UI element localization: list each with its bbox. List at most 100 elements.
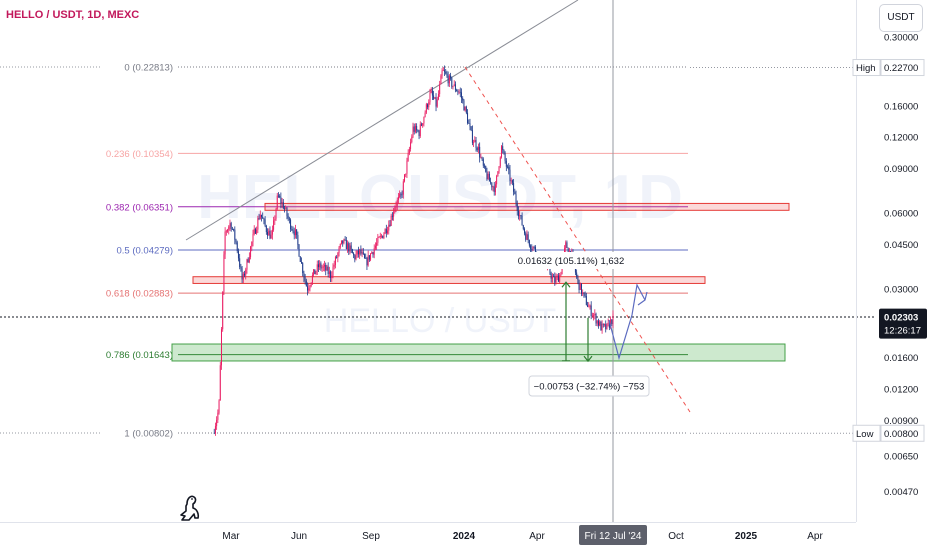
candle-body [435,97,437,107]
candle-body [486,171,488,180]
price-tick-label: 0.03000 [884,284,918,295]
candle-body [328,271,330,275]
candle-body [520,215,522,216]
candle-body [567,247,569,254]
candle-body [445,71,447,74]
candle-body [385,228,387,234]
fib-label: 0 (0.22813) [124,63,173,74]
candle-body [485,166,487,172]
candle-body [574,266,576,273]
candle-body [244,273,246,276]
candle-body [281,202,283,204]
candle-body [284,208,286,210]
candle-body [601,323,603,331]
candle-body [237,251,239,259]
candle-body [560,274,562,276]
candle-body [268,230,270,236]
candle-body [430,90,432,93]
candle-body [417,130,419,132]
candle-body [337,253,339,258]
level-value-box [880,59,925,77]
trendlines[interactable] [185,0,691,413]
candle-body [218,400,220,413]
candle-body [288,218,290,220]
candle-body [384,228,386,234]
upper-trendline[interactable] [185,0,579,241]
candle-body [353,253,355,256]
price-tick-label: 0.01200 [884,384,918,395]
candle-body [423,116,425,124]
candle-body [362,252,364,255]
candle-body [396,199,398,206]
candle-body [342,240,344,244]
candle-body [462,98,464,101]
candle-body [383,233,385,239]
candle-body [350,245,352,250]
candle-body [320,263,322,269]
measure-label-box[interactable] [511,252,631,269]
candle-body [357,250,359,255]
candle-body [250,246,252,258]
candle-body [220,329,222,366]
candle-body [248,257,250,263]
candle-body [355,254,357,260]
candle-body [471,130,473,143]
price-tick-label: 0.00470 [884,487,918,498]
candle-body [314,269,316,275]
resistance-zone[interactable] [192,276,706,284]
candle-body [583,292,585,294]
resistance-zone[interactable] [264,202,790,211]
candle-body [317,264,319,268]
currency-unit-button[interactable]: USDT [879,4,923,32]
measure-label-box[interactable] [528,375,650,397]
candle-body [452,85,454,87]
candle-body [551,276,553,279]
candle-body [585,295,587,306]
measure-label: −0.00753 (−32.74%) −753 [534,382,645,393]
candle-body [589,305,591,307]
candle-body [427,104,429,108]
candle-body [234,229,236,240]
candle-body [593,314,595,316]
candle-body [326,266,328,271]
candle-body [262,216,264,219]
candle-body [410,142,412,150]
candle-body [580,283,582,294]
candle-body [534,247,536,253]
candle-body [413,126,415,132]
candle-body [339,243,341,248]
candle-body [388,224,390,231]
candle-body [231,228,233,230]
candle-body [522,225,524,229]
candle-body [599,321,601,326]
candle-body [511,180,513,183]
candle-body [406,160,408,174]
price-tick-label: 0.01600 [884,353,918,364]
candle-body [256,229,258,234]
candle-body [496,176,498,185]
candle-body [368,255,370,260]
candle-body [440,75,442,85]
candle-body [311,275,313,283]
candle-body [214,426,216,434]
price-axis[interactable]: 0.30000 0.16000 0.12000 0.09000 0.06000 0.045… [884,33,918,498]
candle-body [531,248,533,250]
candle-body [292,229,294,232]
fib-retracement[interactable]: 0 (0.22813) 0.236 (0.10354) 0.382 (0.06351… [0,63,688,440]
candle-body [361,252,363,254]
candle-body [324,265,326,267]
candle-body [475,140,477,148]
level-value-box [880,424,925,442]
time-axis[interactable]: Mar Jun Sep 2024 Apr Fri 12 Jul '24 Oct 2025 Apr [222,525,823,545]
candle-body [230,223,232,229]
candle-body [405,173,407,175]
candle-body [290,219,292,230]
candle-body [310,282,312,286]
support-zone[interactable] [171,343,786,362]
candle-body [259,214,261,219]
zones[interactable] [171,202,790,362]
candle-body [561,264,563,275]
candle-body [354,255,356,260]
measures[interactable]: 0.01632 (105.11%) 1,632 −0.00753 (−32.74%… [511,252,650,397]
